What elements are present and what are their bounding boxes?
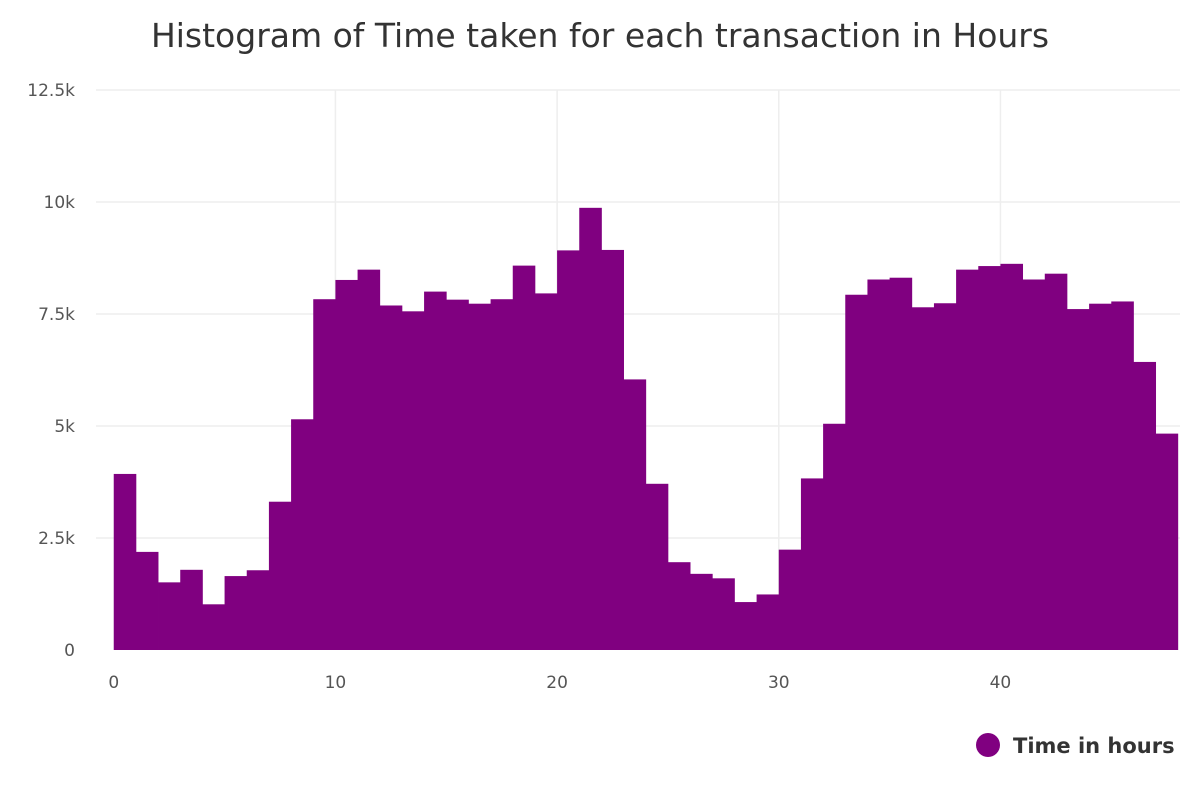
- histogram-bar[interactable]: [357, 269, 381, 650]
- x-tick-label: 30: [768, 673, 790, 693]
- histogram-bar[interactable]: [645, 483, 669, 650]
- legend[interactable]: Time in hours: [976, 733, 1175, 758]
- histogram-bar[interactable]: [268, 501, 292, 650]
- histogram-bar[interactable]: [335, 279, 358, 650]
- histogram-bar[interactable]: [424, 291, 447, 650]
- histogram-bar[interactable]: [911, 307, 935, 650]
- x-tick-label: 20: [546, 673, 568, 693]
- histogram-bar[interactable]: [712, 578, 735, 650]
- histogram-bar[interactable]: [158, 582, 181, 650]
- y-tick-label: 10k: [44, 193, 76, 213]
- histogram-bar[interactable]: [978, 266, 1001, 650]
- histogram-bar[interactable]: [889, 277, 913, 650]
- chart-title: Histogram of Time taken for each transac…: [151, 16, 1049, 55]
- y-tick-label: 12.5k: [27, 81, 75, 101]
- histogram-bar[interactable]: [845, 294, 868, 650]
- histogram-bar[interactable]: [1089, 303, 1112, 650]
- histogram-bar[interactable]: [667, 562, 691, 650]
- histogram-bar[interactable]: [690, 573, 713, 650]
- y-tick-label: 0: [64, 641, 75, 661]
- histogram-bar[interactable]: [113, 473, 137, 650]
- histogram-bar[interactable]: [1111, 301, 1134, 650]
- histogram-bar[interactable]: [756, 594, 780, 650]
- histogram-bar[interactable]: [867, 279, 891, 650]
- histogram-bar[interactable]: [202, 604, 225, 650]
- histogram-bar[interactable]: [623, 379, 647, 650]
- histogram-bar[interactable]: [468, 303, 491, 650]
- histogram-bar[interactable]: [224, 576, 248, 650]
- histogram-bar[interactable]: [778, 549, 802, 650]
- x-tick-label: 0: [108, 673, 119, 693]
- histogram-bar[interactable]: [1066, 309, 1090, 650]
- histogram-bar[interactable]: [490, 299, 514, 650]
- histogram-bar[interactable]: [313, 299, 336, 650]
- legend-label: Time in hours: [1013, 734, 1175, 758]
- y-axis-tick-labels: 0 2.5k 5k 7.5k 10k 12.5k: [27, 81, 75, 661]
- histogram-bar[interactable]: [135, 551, 159, 650]
- y-tick-label: 7.5k: [38, 305, 75, 325]
- histogram-bar[interactable]: [956, 269, 979, 650]
- histogram-bar[interactable]: [933, 303, 957, 650]
- x-tick-label: 40: [990, 673, 1012, 693]
- histogram-bar[interactable]: [401, 311, 425, 650]
- histogram-bar[interactable]: [379, 305, 403, 650]
- histogram-bar[interactable]: [534, 293, 558, 650]
- histogram-bar[interactable]: [601, 249, 624, 650]
- histogram-bars: [113, 207, 1179, 650]
- histogram-bar[interactable]: [579, 207, 602, 650]
- y-tick-label: 5k: [54, 417, 75, 437]
- histogram-bar[interactable]: [800, 478, 824, 650]
- histogram-bar[interactable]: [512, 265, 536, 650]
- histogram-bar[interactable]: [291, 419, 314, 650]
- histogram-bar[interactable]: [823, 423, 846, 650]
- histogram-bar[interactable]: [180, 569, 203, 650]
- y-tick-label: 2.5k: [38, 529, 75, 549]
- x-axis-tick-labels: 0 10 20 30 40: [108, 673, 1011, 693]
- histogram-bar[interactable]: [1044, 273, 1068, 650]
- histogram-bar[interactable]: [1133, 361, 1157, 650]
- histogram-bar[interactable]: [1155, 433, 1179, 650]
- x-tick-label: 10: [325, 673, 347, 693]
- histogram-bar[interactable]: [1000, 263, 1024, 650]
- histogram-bar[interactable]: [1022, 279, 1046, 650]
- legend-marker-icon: [976, 733, 1000, 757]
- histogram-bar[interactable]: [734, 602, 757, 650]
- histogram-bar[interactable]: [446, 299, 469, 650]
- histogram-bar[interactable]: [557, 250, 580, 650]
- histogram-bar[interactable]: [246, 570, 270, 650]
